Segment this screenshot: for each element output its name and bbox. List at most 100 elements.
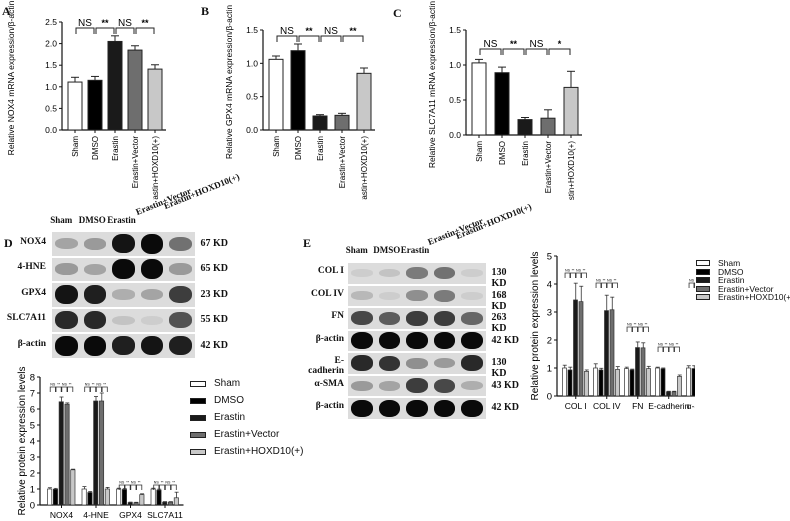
legend-label: Sham	[718, 258, 741, 268]
blot-band	[378, 291, 400, 300]
y-tick-label: 0.5	[449, 95, 461, 105]
bar	[471, 62, 487, 136]
bar	[593, 367, 598, 397]
blot-band	[112, 315, 135, 325]
significance-label: NS	[576, 269, 582, 273]
blot-band	[83, 335, 106, 356]
blot-row-label: 4-HNE	[17, 262, 47, 273]
blot-band	[406, 357, 428, 369]
legend-swatch	[696, 268, 710, 275]
lane-label: Sham	[345, 245, 368, 255]
blot-strip	[348, 375, 486, 396]
significance-label: NS	[596, 279, 602, 283]
significance-label: NS	[627, 323, 633, 327]
molecular-weight-label: 168 KD	[491, 289, 507, 312]
lane-label: Sham	[50, 215, 73, 225]
chart-b-gpx4-mrna: 0.0 0.5 1.0 1.5 Sham DMSO Erastin Erastin+Vecto…	[224, 5, 375, 200]
legend-item: Erastin+HOXD10(+)	[190, 446, 303, 457]
legend-item: Erastin+HOXD10(+)	[696, 292, 790, 302]
x-tick-label: DMSO	[294, 136, 303, 160]
bar	[540, 117, 556, 136]
x-tick-label: Erastin+Vector	[338, 136, 347, 189]
y-tick-label: 0.0	[449, 130, 461, 140]
blot-band	[169, 286, 192, 304]
panel-letter-c: C	[393, 6, 402, 20]
y-tick-label: 2	[547, 336, 552, 347]
bar	[604, 310, 609, 397]
bar	[162, 501, 168, 506]
blot-row-label: COL IV	[311, 288, 344, 299]
legend-item: Erastin+Vector	[190, 429, 279, 440]
blot-band	[112, 289, 135, 301]
bar	[312, 115, 328, 131]
significance-label: **	[676, 343, 679, 347]
legend-label: Erastin	[718, 275, 745, 286]
x-tick-label: Erastin	[521, 141, 530, 166]
panel-letter-a: A	[2, 4, 11, 18]
significance-label: NS	[154, 481, 160, 485]
bar	[691, 368, 695, 397]
significance-label: NS	[669, 343, 675, 347]
bar	[52, 488, 58, 506]
significance-label: **	[172, 481, 175, 485]
blot-band	[140, 315, 163, 325]
y-tick-label: 0.5	[246, 92, 258, 102]
molecular-weight-label: 130 KD	[491, 357, 507, 380]
x-tick-label: COL I	[565, 401, 587, 411]
bar	[173, 497, 179, 506]
molecular-weight-label: 42 KD	[491, 334, 520, 346]
y-tick-label: 1.5	[45, 60, 57, 70]
bar	[107, 40, 123, 131]
bar	[334, 114, 350, 131]
legend-item: Erastin+Vector	[696, 284, 774, 294]
bar	[99, 400, 105, 506]
lane-label: Erastin	[400, 245, 430, 255]
panel-letter-d: D	[4, 236, 13, 250]
blot-band	[461, 291, 483, 300]
legend-label: Erastin	[214, 412, 246, 423]
bar	[290, 50, 306, 131]
significance-label: NS	[607, 279, 613, 283]
blot-band	[169, 236, 192, 251]
y-tick-label: 0	[30, 501, 35, 512]
legend-swatch	[696, 294, 710, 301]
molecular-weight-label: 130 KD	[491, 267, 507, 290]
lane-label: DMSO	[78, 215, 106, 225]
blot-band	[461, 355, 483, 372]
blot-band	[140, 233, 163, 254]
significance-label: NS	[85, 383, 91, 387]
significance-label: **	[645, 323, 648, 327]
x-tick-label: α-SMA	[687, 401, 695, 411]
significance-label: NS	[565, 269, 571, 273]
western-blot-d: Sham DMSO Erastin Erastin+Vector Erastin+HOX…	[0, 171, 300, 365]
y-tick-label: 2.5	[45, 17, 57, 27]
significance-label: **	[614, 279, 617, 283]
significance-label: NS	[62, 383, 68, 387]
bar	[598, 369, 604, 397]
bar	[64, 403, 70, 506]
legend-item: Sham	[696, 258, 740, 268]
bar	[147, 68, 163, 131]
significance-label: NS	[50, 383, 56, 387]
significance-label: NS	[280, 26, 294, 37]
significance-label: **	[103, 383, 106, 387]
blot-band	[378, 269, 400, 278]
significance-label: NS	[96, 383, 102, 387]
blot-band	[406, 378, 428, 394]
bar	[47, 488, 53, 506]
x-tick-label: 4-HNE	[83, 510, 109, 520]
chart-c-slc7a11-mrna: 0.0 0.5 1.0 1.5 Sham DMSO Erastin Erastin+Vecto…	[427, 1, 582, 200]
blot-band	[461, 332, 483, 350]
y-tick-label: 1	[547, 364, 552, 375]
x-tick-label: Erastin+Vector	[544, 141, 553, 194]
blot-band	[351, 311, 373, 326]
blot-band	[55, 311, 78, 330]
legend-swatch	[696, 260, 710, 266]
y-tick-label: 2.0	[45, 39, 57, 49]
blot-band	[461, 311, 483, 325]
bar	[677, 376, 682, 397]
x-tick-label: DMSO	[498, 141, 507, 165]
legend-swatch	[190, 380, 206, 387]
x-tick-label: GPX4	[119, 510, 142, 520]
